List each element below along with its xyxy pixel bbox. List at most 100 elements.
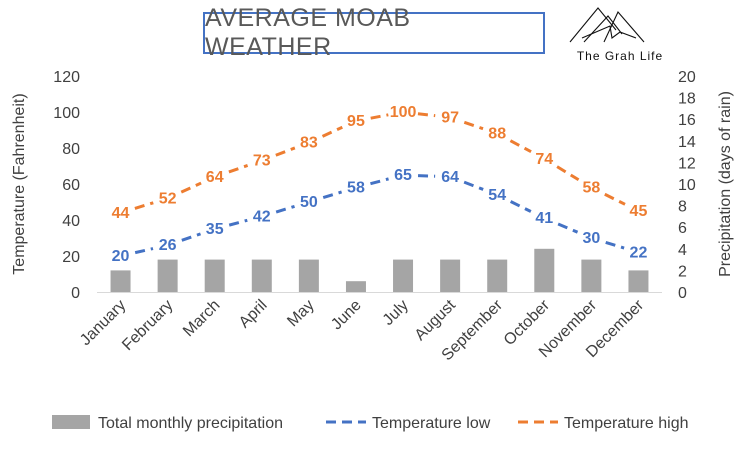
data-label: 42 <box>253 208 271 225</box>
data-label-background <box>624 200 653 220</box>
data-label-background <box>341 176 370 197</box>
temperature-line-segment <box>417 174 436 178</box>
data-label-background <box>436 165 465 186</box>
precipitation-bar <box>157 259 178 292</box>
data-label-background <box>247 205 276 226</box>
temperature-line-segment <box>321 125 343 138</box>
x-tick-label: October <box>501 296 554 349</box>
x-tick-label: March <box>180 297 223 340</box>
y-right-tick-label: 10 <box>678 177 696 194</box>
temperature-line-segment <box>275 146 296 157</box>
data-label: 45 <box>630 203 648 220</box>
y-right-tick-label: 2 <box>678 263 687 280</box>
temperature-line-segment <box>228 218 248 227</box>
x-tick-label: September <box>439 296 507 364</box>
data-label: 58 <box>347 180 365 197</box>
y-tick-label: 20 <box>62 249 80 266</box>
data-label: 100 <box>390 104 417 121</box>
data-label: 73 <box>253 153 271 170</box>
y-tick-label: 0 <box>71 285 80 302</box>
legend-label: Temperature high <box>564 415 689 432</box>
temperature-line-segment <box>275 204 295 214</box>
data-label-background <box>624 241 653 262</box>
temperature-line-segment <box>509 200 532 213</box>
data-label-background <box>200 165 229 186</box>
precipitation-bar <box>110 270 131 292</box>
precipitation-bar <box>440 259 461 292</box>
temperature-line-segment <box>134 201 154 210</box>
data-label-background <box>106 245 135 265</box>
data-label: 35 <box>206 221 224 238</box>
logo: The Grah Life <box>569 7 663 63</box>
data-label: 54 <box>488 187 506 204</box>
data-label: 50 <box>300 194 318 211</box>
data-label: 74 <box>535 151 553 168</box>
legend-label: Temperature low <box>372 415 491 432</box>
data-label-background <box>153 187 182 208</box>
precipitation-bar <box>487 259 508 292</box>
data-label: 41 <box>535 210 553 227</box>
data-label-background <box>294 131 323 152</box>
x-tick-label: August <box>412 296 460 344</box>
mountain-logo-icon <box>569 7 645 43</box>
temperature-line-segment <box>370 177 389 186</box>
temperature-line-segment <box>556 165 580 182</box>
y-tick-label: 100 <box>53 105 80 122</box>
logo-text: The Grah Life <box>577 49 663 63</box>
x-tick-label: July <box>380 297 412 329</box>
x-tick-label: June <box>328 297 365 334</box>
y-axis-right-label: Precipitation (days of rain) <box>717 91 734 277</box>
precipitation-bar <box>298 259 319 292</box>
precipitation-bar <box>581 259 602 292</box>
temperature-line-segment <box>322 190 343 200</box>
data-label: 52 <box>159 190 177 207</box>
y-right-tick-label: 0 <box>678 285 687 302</box>
temperature-line-segment <box>181 232 202 242</box>
x-tick-label: February <box>119 297 176 354</box>
y-right-tick-label: 4 <box>678 242 687 259</box>
data-label: 65 <box>394 167 412 184</box>
precipitation-bar <box>393 259 414 292</box>
y-right-tick-label: 14 <box>678 134 696 151</box>
data-label-background <box>530 147 559 168</box>
x-tick-label: May <box>284 297 317 330</box>
y-right-tick-label: 12 <box>678 155 696 172</box>
data-label-background <box>153 234 182 255</box>
y-tick-label: 120 <box>53 69 80 86</box>
precipitation-bar <box>345 281 366 292</box>
y-axis-label: Temperature (Fahrenheit) <box>11 93 28 274</box>
legend-bar-swatch <box>52 415 90 429</box>
data-label: 64 <box>441 169 459 186</box>
temperature-line-segment <box>604 192 626 206</box>
y-tick-label: 80 <box>62 141 80 158</box>
chart-title: AVERAGE MOAB WEATHER <box>203 4 545 61</box>
legend-label: Total monthly precipitation <box>98 415 283 432</box>
x-tick-label: April <box>236 297 271 332</box>
precipitation-bar <box>204 259 225 292</box>
data-label-background <box>483 122 512 143</box>
y-right-tick-label: 16 <box>678 112 696 129</box>
data-label: 83 <box>300 135 318 152</box>
data-label-background <box>247 149 276 170</box>
data-label-background <box>530 207 559 228</box>
precipitation-bar <box>628 270 649 292</box>
data-label-background <box>436 106 465 127</box>
data-label-background <box>389 101 418 121</box>
data-label: 88 <box>488 126 506 143</box>
data-label-background <box>341 110 370 130</box>
data-label: 30 <box>582 230 600 247</box>
y-right-tick-label: 18 <box>678 91 696 108</box>
data-label: 97 <box>441 109 459 126</box>
temperature-line-segment <box>417 112 436 118</box>
data-label-background <box>106 201 135 222</box>
temperature-line-segment <box>509 139 532 154</box>
data-label-background <box>577 227 606 247</box>
data-label-background <box>483 183 512 204</box>
temperature-line-segment <box>180 181 202 194</box>
data-label: 58 <box>582 180 600 197</box>
data-label-background <box>200 218 229 238</box>
temperature-line-segment <box>463 120 484 131</box>
y-tick-label: 60 <box>62 177 80 194</box>
data-label: 95 <box>347 113 365 130</box>
